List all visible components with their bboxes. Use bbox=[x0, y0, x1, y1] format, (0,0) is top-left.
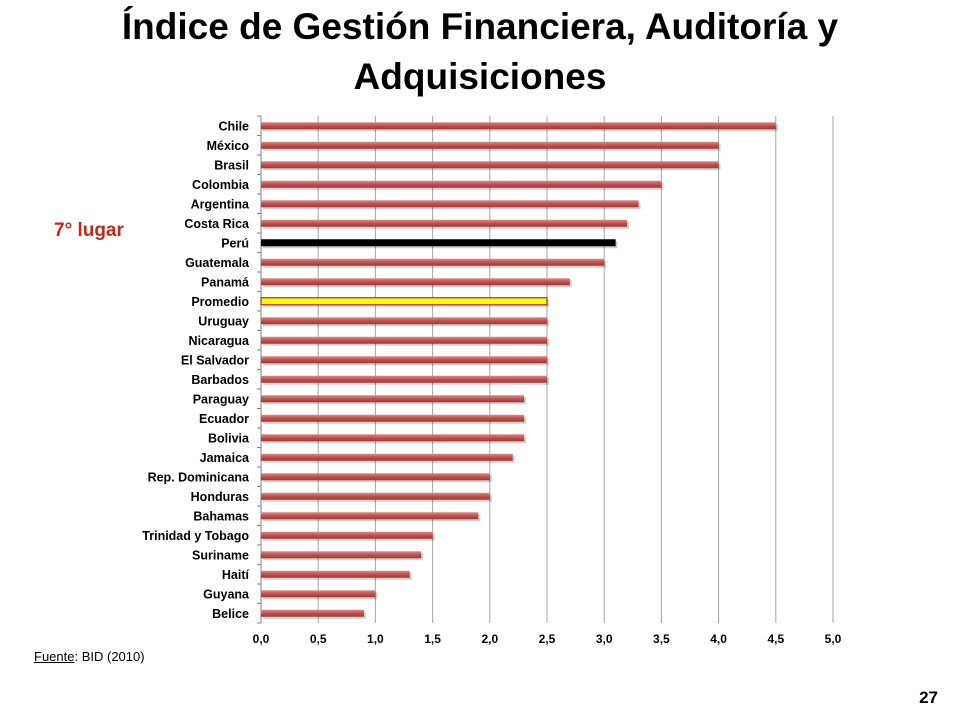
bar-bolivia bbox=[261, 434, 525, 442]
category-label: Colombia bbox=[192, 178, 250, 192]
x-tick-label: 1,0 bbox=[367, 632, 384, 646]
category-label: Bahamas bbox=[193, 509, 249, 523]
x-tick-label: 3,0 bbox=[596, 632, 613, 646]
category-label: Jamaica bbox=[200, 451, 250, 465]
category-label: Bolivia bbox=[208, 431, 250, 445]
bar-paraguay bbox=[261, 395, 525, 403]
bar-honduras bbox=[261, 492, 490, 500]
category-label: Costa Rica bbox=[184, 217, 250, 231]
bar-promedio bbox=[260, 297, 548, 306]
source-note: Fuente: BID (2010) bbox=[34, 649, 145, 664]
category-label: Haití bbox=[222, 568, 250, 582]
category-label: Belice bbox=[212, 607, 249, 621]
bar-chile bbox=[261, 122, 776, 130]
x-tick-label: 1,5 bbox=[424, 632, 441, 646]
page-title: Índice de Gestión Financiera, Auditoría … bbox=[121, 6, 839, 97]
category-label: Panamá bbox=[201, 275, 249, 289]
x-tick-label: 4,5 bbox=[767, 632, 784, 646]
category-label: El Salvador bbox=[181, 353, 249, 367]
bar-panam- bbox=[261, 278, 570, 286]
x-tick-label: 0,5 bbox=[310, 632, 327, 646]
bar-nicaragua bbox=[261, 336, 547, 344]
bar-trinidad-y-tobago bbox=[261, 531, 433, 539]
bar-hait- bbox=[261, 570, 410, 578]
source-text: : BID (2010) bbox=[74, 649, 145, 664]
x-tick-label: 2,5 bbox=[539, 632, 556, 646]
category-label: Promedio bbox=[191, 295, 249, 309]
x-tick-label: 5,0 bbox=[825, 632, 842, 646]
x-tick-label: 2,0 bbox=[481, 632, 498, 646]
bar-el-salvador bbox=[261, 356, 547, 364]
category-label: Barbados bbox=[191, 373, 249, 387]
x-tick-label: 4,0 bbox=[710, 632, 727, 646]
bar-per- bbox=[261, 239, 616, 247]
x-tick-label: 0,0 bbox=[253, 632, 270, 646]
bar-belice bbox=[261, 609, 364, 617]
category-label: Nicaragua bbox=[189, 334, 250, 348]
category-label: Trinidad y Tobago bbox=[142, 529, 249, 543]
category-label: Perú bbox=[221, 236, 249, 250]
bar-m-xico bbox=[261, 141, 719, 149]
bar-brasil bbox=[261, 161, 719, 169]
category-label: Chile bbox=[218, 119, 249, 133]
x-tick-label: 3,5 bbox=[653, 632, 670, 646]
bar-jamaica bbox=[261, 453, 513, 461]
category-label: Ecuador bbox=[199, 412, 249, 426]
bar-guyana bbox=[261, 590, 376, 598]
bar-uruguay bbox=[261, 317, 547, 325]
slide-number: 27 bbox=[919, 688, 938, 707]
bar-barbados bbox=[261, 375, 547, 383]
category-label: Argentina bbox=[191, 197, 250, 211]
category-label: Guatemala bbox=[185, 256, 250, 270]
bar-suriname bbox=[261, 551, 422, 559]
bar-argentina bbox=[261, 200, 639, 208]
bar-guatemala bbox=[261, 258, 605, 266]
category-label: Guyana bbox=[203, 587, 250, 601]
category-label: México bbox=[207, 139, 250, 153]
category-label: Uruguay bbox=[198, 314, 249, 328]
rank-annotation: 7° lugar bbox=[54, 220, 124, 241]
bar-ecuador bbox=[261, 414, 525, 422]
bar-bahamas bbox=[261, 512, 479, 520]
category-label: Suriname bbox=[192, 548, 249, 562]
bar-colombia bbox=[261, 180, 662, 188]
category-label: Brasil bbox=[214, 158, 249, 172]
bar-costa-rica bbox=[261, 219, 628, 227]
source-label: Fuente bbox=[34, 649, 75, 664]
bar-rep-dominicana bbox=[261, 473, 490, 481]
category-label: Paraguay bbox=[193, 392, 249, 406]
category-label: Honduras bbox=[191, 490, 249, 504]
category-label: Rep. Dominicana bbox=[148, 470, 250, 484]
